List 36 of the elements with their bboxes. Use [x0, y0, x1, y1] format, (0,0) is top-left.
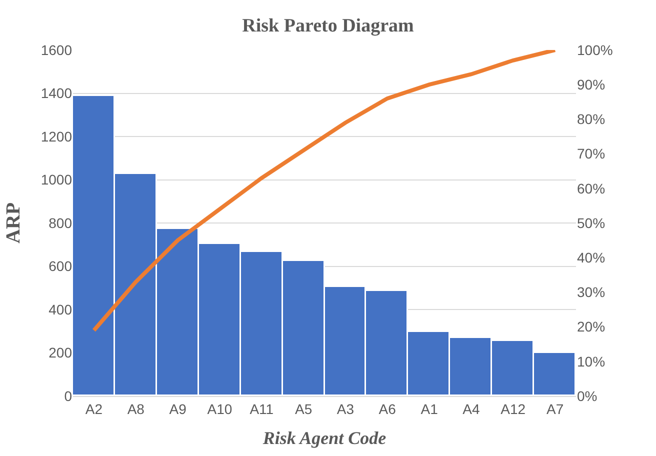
- y-tick-label: 800: [48, 214, 72, 231]
- x-tick-label: A3: [336, 400, 354, 417]
- y-tick-label: 0: [64, 388, 72, 404]
- y2-tick-label: 0%: [577, 388, 598, 404]
- y2-tick-label: 90%: [577, 76, 606, 92]
- x-tick-label: A4: [462, 400, 480, 417]
- y-tick-label: 400: [48, 301, 72, 318]
- y-tick-label: 1000: [40, 172, 72, 188]
- x-tick-label: A5: [294, 400, 312, 417]
- y-axis-title: ARP: [2, 202, 24, 244]
- y2-tick-label: 60%: [577, 180, 606, 196]
- x-tick-label: A1: [420, 400, 438, 417]
- x-tick-label: A2: [85, 400, 103, 417]
- y-tick-label: 200: [48, 344, 72, 361]
- y2-tick-label: 40%: [577, 250, 606, 266]
- y2-tick-label: 100%: [577, 42, 613, 58]
- x-tick-label: A8: [127, 400, 145, 417]
- y2-tick-label: 20%: [577, 318, 606, 335]
- y2-tick-label: 70%: [577, 146, 606, 162]
- y-tick-label: 1400: [40, 85, 72, 102]
- y2-tick-label: 30%: [577, 284, 606, 300]
- x-tick-label: A9: [169, 400, 187, 417]
- y-tick-label: 1600: [40, 42, 72, 58]
- y-tick-label: 1200: [40, 128, 72, 144]
- x-tick-label: A12: [500, 400, 526, 417]
- y2-tick-label: 80%: [577, 111, 606, 128]
- x-tick-label: A7: [546, 400, 564, 417]
- y2-tick-label: 10%: [577, 353, 606, 370]
- y-tick-label: 600: [48, 258, 72, 274]
- y2-tick-label: 50%: [577, 214, 606, 231]
- x-axis-title: Risk Agent Code: [262, 428, 386, 448]
- line-series: [92, 50, 558, 332]
- x-tick-label: A11: [250, 400, 274, 417]
- x-tick-label: A10: [207, 400, 232, 417]
- chart-title: Risk Pareto Diagram: [242, 16, 414, 37]
- x-tick-label: A6: [378, 400, 396, 417]
